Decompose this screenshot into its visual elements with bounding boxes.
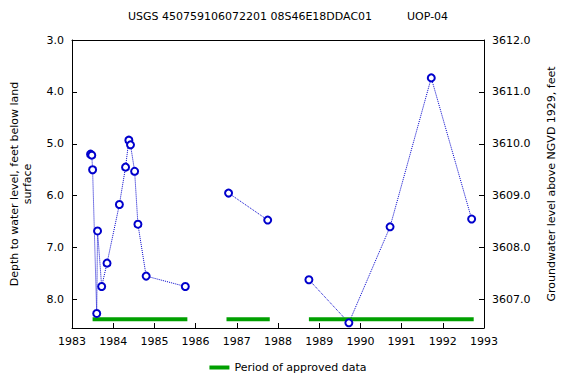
svg-text:3610.0: 3610.0 — [492, 137, 531, 150]
svg-text:3607.0: 3607.0 — [492, 293, 531, 306]
svg-text:3611.0: 3611.0 — [492, 85, 531, 98]
svg-text:4.0: 4.0 — [47, 85, 65, 98]
svg-text:1991: 1991 — [388, 335, 416, 348]
svg-text:1989: 1989 — [305, 335, 333, 348]
svg-text:3.0: 3.0 — [47, 34, 65, 47]
svg-text:5.0: 5.0 — [47, 137, 65, 150]
svg-text:7.0: 7.0 — [47, 241, 65, 254]
svg-text:1993: 1993 — [470, 335, 498, 348]
svg-text:Groundwater level above NGVD 1: Groundwater level above NGVD 1929, feet — [545, 66, 558, 302]
svg-text:3612.0: 3612.0 — [492, 34, 531, 47]
svg-text:Period of approved data: Period of approved data — [234, 361, 366, 374]
svg-text:Depth to water level, feet bel: Depth to water level, feet below land — [8, 82, 21, 287]
svg-text:1988: 1988 — [264, 335, 292, 348]
svg-text:USGS 450759106072201 08S46E18D: USGS 450759106072201 08S46E18DDAC01 UOP-… — [128, 10, 448, 23]
svg-text:1985: 1985 — [140, 335, 168, 348]
svg-text:surface: surface — [21, 163, 34, 204]
svg-text:6.0: 6.0 — [47, 189, 65, 202]
svg-text:1987: 1987 — [223, 335, 251, 348]
svg-text:3609.0: 3609.0 — [492, 189, 531, 202]
svg-text:1992: 1992 — [429, 335, 457, 348]
svg-text:1986: 1986 — [182, 335, 210, 348]
svg-text:3608.0: 3608.0 — [492, 241, 531, 254]
svg-text:1984: 1984 — [99, 335, 127, 348]
svg-text:1990: 1990 — [346, 335, 374, 348]
svg-text:8.0: 8.0 — [47, 293, 65, 306]
svg-text:1983: 1983 — [58, 335, 86, 348]
